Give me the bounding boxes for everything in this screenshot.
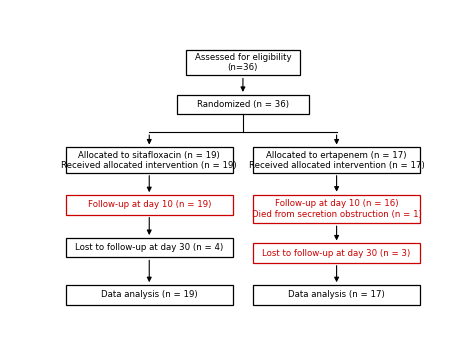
FancyBboxPatch shape xyxy=(253,147,420,173)
FancyBboxPatch shape xyxy=(186,50,300,75)
Text: Follow-up at day 10 (n = 19): Follow-up at day 10 (n = 19) xyxy=(88,200,211,209)
FancyBboxPatch shape xyxy=(253,285,420,304)
FancyBboxPatch shape xyxy=(66,238,233,257)
Text: Lost to follow-up at day 30 (n = 3): Lost to follow-up at day 30 (n = 3) xyxy=(263,249,411,258)
Text: Allocated to ertapenem (n = 17): Allocated to ertapenem (n = 17) xyxy=(266,151,407,160)
Text: Lost to follow-up at day 30 (n = 4): Lost to follow-up at day 30 (n = 4) xyxy=(75,243,223,252)
Text: Allocated to sitafloxacin (n = 19): Allocated to sitafloxacin (n = 19) xyxy=(78,151,220,160)
Text: Received allocated intervention (n = 19): Received allocated intervention (n = 19) xyxy=(62,161,237,170)
FancyBboxPatch shape xyxy=(66,285,233,304)
Text: Assessed for eligibility: Assessed for eligibility xyxy=(195,53,291,62)
Text: Received allocated intervention (n = 17): Received allocated intervention (n = 17) xyxy=(249,161,425,170)
FancyBboxPatch shape xyxy=(253,243,420,263)
FancyBboxPatch shape xyxy=(253,195,420,223)
Text: Died from secretion obstruction (n = 1): Died from secretion obstruction (n = 1) xyxy=(252,210,421,219)
FancyBboxPatch shape xyxy=(66,147,233,173)
Text: Data analysis (n = 19): Data analysis (n = 19) xyxy=(101,290,198,299)
Text: Follow-up at day 10 (n = 16): Follow-up at day 10 (n = 16) xyxy=(275,199,398,208)
FancyBboxPatch shape xyxy=(177,95,309,114)
Text: (n=36): (n=36) xyxy=(228,63,258,72)
Text: Data analysis (n = 17): Data analysis (n = 17) xyxy=(288,290,385,299)
Text: Randomized (n = 36): Randomized (n = 36) xyxy=(197,100,289,109)
FancyBboxPatch shape xyxy=(66,195,233,215)
